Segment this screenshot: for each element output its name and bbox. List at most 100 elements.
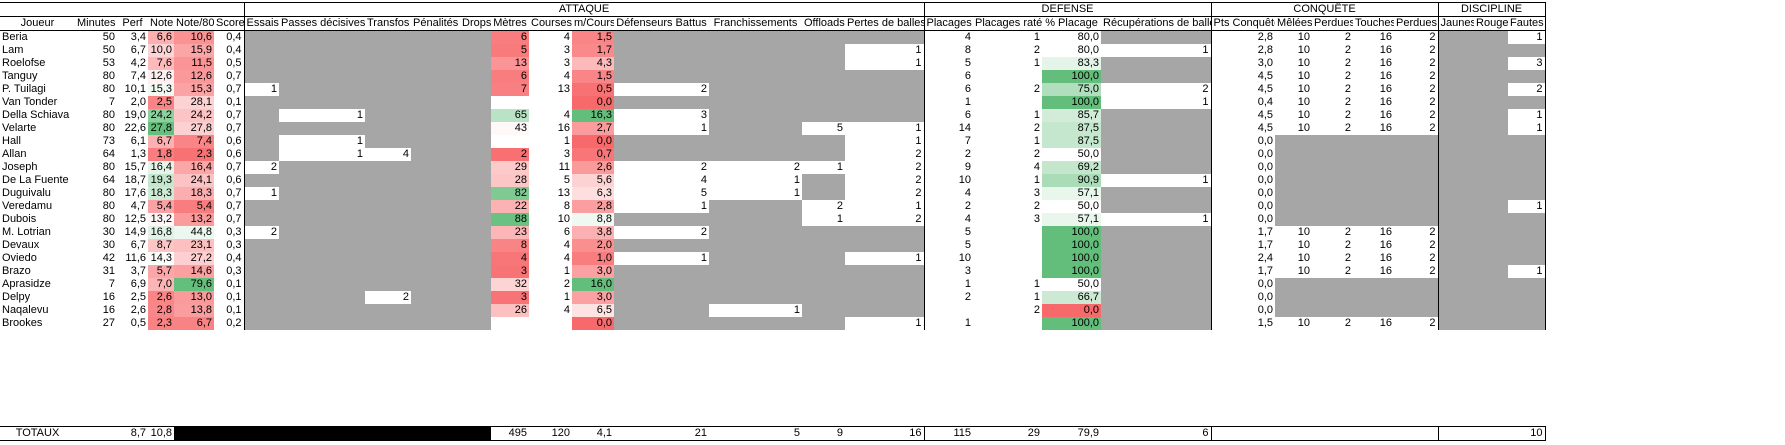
cell-metres: 13: [491, 57, 529, 70]
column-header-courses[interactable]: Courses: [529, 16, 572, 31]
cell-placage: 50,0: [1042, 278, 1102, 291]
cell-offloads: [802, 174, 845, 187]
cell-score: 0,3: [214, 239, 245, 252]
cell-melees: 10: [1297, 239, 1311, 251]
cell-passes-decisives: [279, 265, 365, 278]
column-header-touches[interactable]: Touches: [1353, 16, 1395, 31]
column-header-metres[interactable]: Mètres: [491, 16, 529, 31]
player-name: P. Tuilagi: [2, 83, 46, 95]
column-header-placage[interactable]: % Placage: [1042, 16, 1102, 31]
column-header-pertes-de-balles[interactable]: Pertes de balles: [845, 16, 925, 31]
cell-melees: 10: [1297, 122, 1311, 134]
cell-touches: 16: [1379, 83, 1393, 95]
cell-touches: 16: [1379, 109, 1393, 121]
cell-pertes-de-balles: 2: [845, 187, 925, 200]
cell-placage: 57,1: [1042, 213, 1102, 226]
cell-placages-rates: [973, 317, 1042, 330]
cell-placages: 2: [923, 200, 974, 213]
column-header-note-80[interactable]: Note/80: [174, 16, 214, 31]
cell-fautes: [1508, 252, 1546, 265]
player-name: Velarte: [2, 122, 37, 134]
cell-melees: [1275, 161, 1313, 174]
cell-transfos: [365, 109, 411, 122]
cell-placages-rates: [973, 265, 1042, 278]
column-header-minutes[interactable]: Minutes: [75, 16, 117, 31]
cell-perf: 4,7: [130, 200, 146, 212]
table-row: Joseph 80 15,7 16,4 16,4 0,7 2 29 11 2,6 2 2 1 2 9 4 69,…: [0, 161, 1546, 174]
cell-drops: [460, 96, 491, 109]
column-header-offloads[interactable]: Offloads: [802, 16, 845, 31]
column-header-fautes[interactable]: Fautes: [1508, 16, 1546, 31]
column-header-franchissements[interactable]: Franchissements: [709, 16, 802, 31]
column-header-score[interactable]: Score: [214, 16, 245, 31]
column-header-drops[interactable]: Drops: [460, 16, 491, 31]
cell-note-80: 24,1: [174, 174, 214, 187]
stats-table: ATTAQUE DEFENSE CONQUÊTE DISCIPLINE Joueur Mi…: [0, 2, 1546, 330]
cell-recuperations-de-balle: [1101, 109, 1212, 122]
cell-pts-conquete: 0,0: [1210, 213, 1276, 226]
column-header-recuperations-de-balle[interactable]: Récupérations de balle: [1101, 16, 1212, 31]
cell-placage: 100,0: [1042, 252, 1102, 265]
cell-offloads: [802, 317, 845, 330]
column-header-essais[interactable]: Essais: [243, 16, 279, 31]
cell-pts-conquete: 0,0: [1210, 278, 1276, 291]
cell-transfos: [365, 174, 411, 187]
group-header-conquete: CONQUÊTE: [1210, 2, 1439, 17]
cell-pts-conquete: 1,7: [1210, 239, 1276, 252]
cell-note-80: 16,4: [174, 161, 214, 174]
column-header-rouges[interactable]: Rouges: [1474, 16, 1509, 31]
column-header-penalites[interactable]: Pénalités: [411, 16, 460, 31]
cell-essais: [243, 174, 279, 187]
cell-jaunes: [1437, 291, 1475, 304]
cell-drops: [460, 291, 491, 304]
cell-defenseurs-battus: 1: [700, 200, 707, 212]
cell-m-course: 0,0: [572, 96, 614, 109]
cell-pts-conquete: 4,5: [1210, 109, 1276, 122]
cell-defenseurs-battus: [614, 44, 709, 57]
column-header-m-course[interactable]: m/Course: [572, 16, 614, 31]
cell-metres: 6: [491, 70, 529, 83]
column-header-melees[interactable]: Mêlées: [1275, 16, 1313, 31]
cell-penalites: [411, 317, 460, 330]
cell-score: 0,7: [214, 83, 245, 96]
cell-touches: [1353, 148, 1395, 161]
column-header-transfos[interactable]: Transfos: [365, 16, 411, 31]
cell-note-80: 13,2: [174, 213, 214, 226]
cell-perf: 2,6: [130, 304, 146, 316]
column-header-defenseurs-battus[interactable]: Défenseurs Battus: [614, 16, 709, 31]
cell-courses: 4: [563, 70, 570, 82]
cell-placages: 9: [923, 161, 974, 174]
column-header-placages-rates[interactable]: Placages ratés: [973, 16, 1043, 31]
cell-metres: 6: [491, 30, 529, 44]
cell-placages: 14: [923, 122, 974, 135]
column-header-perf[interactable]: Perf: [117, 16, 148, 31]
column-header-pts-conquete[interactable]: Pts Conquête: [1210, 16, 1276, 31]
cell-pertes-de-balles: [845, 265, 925, 278]
cell-penalites: [411, 135, 460, 148]
cell-perf: 3,7: [130, 265, 146, 277]
column-header-placages[interactable]: Placages: [923, 16, 974, 31]
cell-pertes-de-balles: 2: [845, 213, 925, 226]
total-drops: [460, 426, 491, 441]
column-header-passes-decisives[interactable]: Passes décisives: [279, 16, 365, 31]
column-header-perdues[interactable]: Perdues: [1312, 16, 1354, 31]
column-header-note[interactable]: Note: [148, 16, 174, 31]
cell-perdues: 2: [1394, 239, 1439, 252]
cell-pts-conquete: 4,5: [1210, 70, 1276, 83]
cell-offloads: 2: [836, 200, 843, 212]
cell-note-80: 6,7: [174, 317, 214, 330]
cell-essais: [243, 278, 279, 291]
cell-fautes: [1508, 278, 1546, 291]
cell-defenseurs-battus: 1: [700, 252, 707, 264]
column-header-jaunes[interactable]: Jaunes: [1437, 16, 1475, 31]
cell-placages-rates: 1: [1033, 31, 1041, 43]
table-row: De La Fuente 64 18,7 19,3 24,1 0,6 28 5 5,6 4 1 2 10…: [0, 174, 1546, 187]
total-penalites: [411, 426, 460, 441]
cell-m-course: 6,3: [572, 187, 614, 200]
cell-offloads: [802, 278, 845, 291]
column-header-perdues[interactable]: Perdues: [1394, 16, 1439, 31]
cell-score: 0,1: [214, 278, 245, 291]
cell-jaunes: [1437, 213, 1475, 226]
column-header-joueur[interactable]: Joueur: [0, 16, 75, 31]
cell-passes-decisives: [279, 96, 365, 109]
